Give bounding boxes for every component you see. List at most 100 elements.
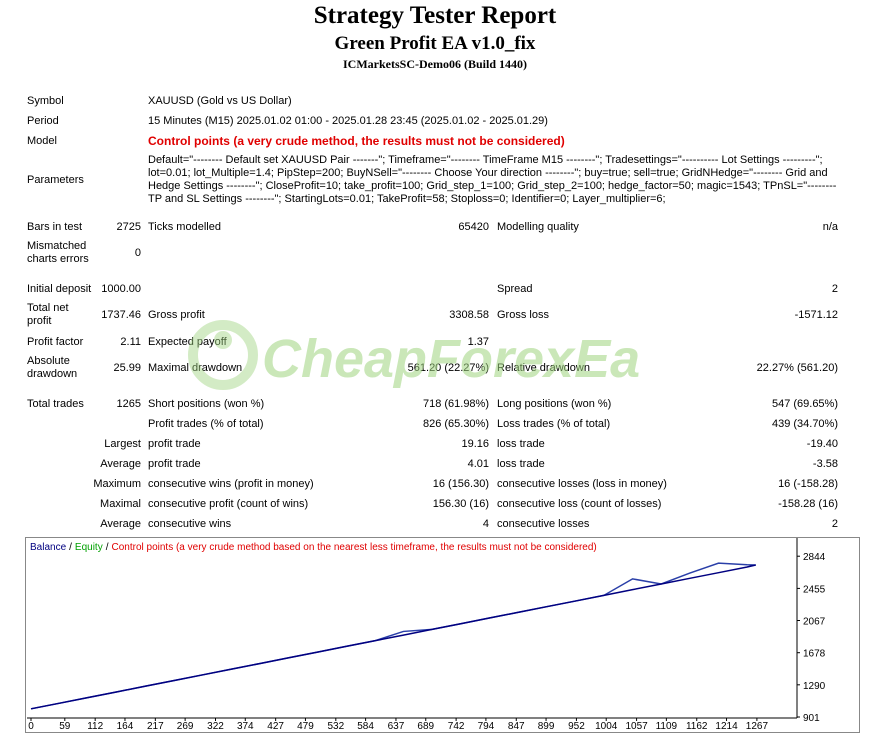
row-value: 2.11: [120, 335, 141, 348]
chart: Balance / Equity / Control points (a very cr…: [25, 537, 860, 733]
item2-value: 22.27% (561.20): [756, 361, 838, 374]
item-label: profit trade: [148, 457, 201, 470]
item2-label: Relative drawdown: [497, 361, 590, 374]
item-value: 16 (156.30): [432, 477, 489, 490]
item-value: 718 (61.98%): [422, 397, 489, 410]
item2-label: Modelling quality: [497, 220, 579, 233]
row-value: Average: [100, 457, 141, 470]
row-label: Symbol: [27, 94, 64, 107]
x-tick-label: 952: [568, 721, 585, 732]
x-tick-label: 1214: [715, 721, 738, 732]
x-tick-label: 584: [357, 721, 374, 732]
row-label: Total net profit: [27, 302, 69, 327]
x-tick-label: 164: [117, 721, 134, 732]
y-tick-label: 901: [803, 713, 820, 724]
row-label: Parameters: [27, 173, 84, 186]
item2-value: 16 (-158.28): [778, 477, 838, 490]
x-tick-label: 269: [177, 721, 194, 732]
report-row: Absolute drawdown 25.99 Maximal drawdown 56…: [0, 354, 870, 382]
report-row: Total net profit 1737.46 Gross profit 3308.…: [0, 301, 870, 329]
server: ICMarketsSC-Demo06 (Build 1440): [343, 57, 527, 71]
x-tick-label: 374: [237, 721, 254, 732]
row-label: Model: [27, 134, 57, 147]
report-row: Profit factor 2.11 Expected payoff 1.37: [0, 335, 870, 350]
item-label: Default="-------- Default set XAUUSD Pai…: [148, 154, 837, 205]
report-row: Maximal consecutive profit (count of wins…: [0, 497, 870, 512]
row-label: Bars in test: [27, 220, 83, 233]
row-label: Total trades: [27, 397, 84, 410]
legend-separator: /: [69, 542, 72, 553]
report-row: Largest profit trade 19.16 loss trade -19.40: [0, 437, 870, 452]
item-label: XAUUSD (Gold vs US Dollar): [148, 94, 292, 107]
x-tick-label: 847: [508, 721, 525, 732]
item-label: consecutive profit (count of wins): [148, 497, 309, 510]
x-tick-label: 1267: [746, 721, 769, 732]
y-tick-label: 1290: [803, 681, 826, 692]
y-tick-label: 1678: [803, 649, 826, 660]
subtitle: Green Profit EA v1.0_fix: [334, 33, 536, 54]
x-tick-label: 1162: [686, 721, 708, 732]
report-row: Bars in test 2725 Ticks modelled 65420 Model…: [0, 220, 870, 235]
row-label: Mismatched charts errors: [27, 240, 89, 265]
item-label: Ticks modelled: [148, 220, 221, 233]
row-label: Period: [27, 114, 59, 127]
item-label: Short positions (won %): [148, 397, 265, 410]
watermark: CheapForexEa: [262, 329, 641, 389]
x-tick-label: 427: [267, 721, 284, 732]
row-value: Maximum: [93, 477, 141, 490]
item-value: 1.37: [467, 335, 489, 348]
logo-dot: [214, 331, 232, 349]
item-value: 561.20 (22.27%): [407, 361, 489, 374]
item-value: 3308.58: [449, 308, 489, 321]
item2-label: Spread: [497, 282, 533, 295]
item-label: consecutive wins (profit in money): [148, 477, 314, 490]
item-value: 4: [482, 517, 489, 530]
item2-label: consecutive losses: [497, 517, 590, 530]
item-value: 156.30 (16): [432, 497, 489, 510]
report-row: Average consecutive wins 4 consecutive loss…: [0, 517, 870, 532]
y-tick-label: 2844: [803, 552, 826, 563]
item-label: Gross profit: [148, 308, 205, 321]
item-label: Maximal drawdown: [148, 361, 243, 374]
item2-value: n/a: [822, 220, 838, 233]
row-label: Profit factor: [27, 335, 84, 348]
x-tick-label: 59: [59, 721, 71, 732]
report-row: Parameters Default="-------- Default set …: [0, 152, 870, 208]
x-tick-label: 479: [297, 721, 314, 732]
y-tick-label: 2067: [803, 617, 826, 628]
x-tick-label: 1057: [625, 721, 648, 732]
item2-value: -19.40: [806, 437, 838, 450]
item-value: 19.16: [461, 437, 489, 450]
chart-frame: [25, 537, 860, 733]
row-value: 2725: [116, 220, 141, 233]
report-row: Maximum consecutive wins (profit in money…: [0, 477, 870, 492]
report-row: Mismatched charts errors 0: [0, 239, 870, 267]
x-tick-label: 899: [538, 721, 555, 732]
item2-label: loss trade: [497, 457, 545, 470]
row-value: 0: [134, 246, 141, 259]
item2-value: 2: [831, 517, 838, 530]
x-tick-label: 0: [28, 721, 34, 732]
legend-equity: Equity: [75, 542, 103, 553]
row-value: 1737.46: [101, 308, 141, 321]
item2-label: consecutive losses (loss in money): [497, 477, 667, 490]
report-row: Average profit trade 4.01 loss trade -3.58: [0, 457, 870, 472]
report-row: Total trades 1265 Short positions (won %) 7…: [0, 397, 870, 412]
item-label: 15 Minutes (M15) 2025.01.02 01:00 - 2025…: [148, 114, 548, 127]
item2-value: -1571.12: [794, 308, 838, 321]
report-row: Profit trades (% of total) 826 (65.30%) Lo…: [0, 417, 870, 432]
item2-value: 2: [831, 282, 838, 295]
report-row: Period 15 Minutes (M15) 2025.01.02 01:00 …: [0, 114, 870, 129]
x-tick-label: 1004: [595, 721, 618, 732]
item-label: profit trade: [148, 437, 201, 450]
logo-ring: [188, 320, 258, 390]
item2-value: -158.28 (16): [778, 497, 838, 510]
x-tick-label: 322: [207, 721, 224, 732]
watermark-logo: [188, 320, 258, 390]
item2-value: -3.58: [812, 457, 838, 470]
legend: Balance / Equity / Control points (a very cr…: [30, 542, 597, 553]
row-label: Absolute drawdown: [27, 355, 78, 380]
item-label: Expected payoff: [148, 335, 227, 348]
item-value: 65420: [458, 220, 489, 233]
